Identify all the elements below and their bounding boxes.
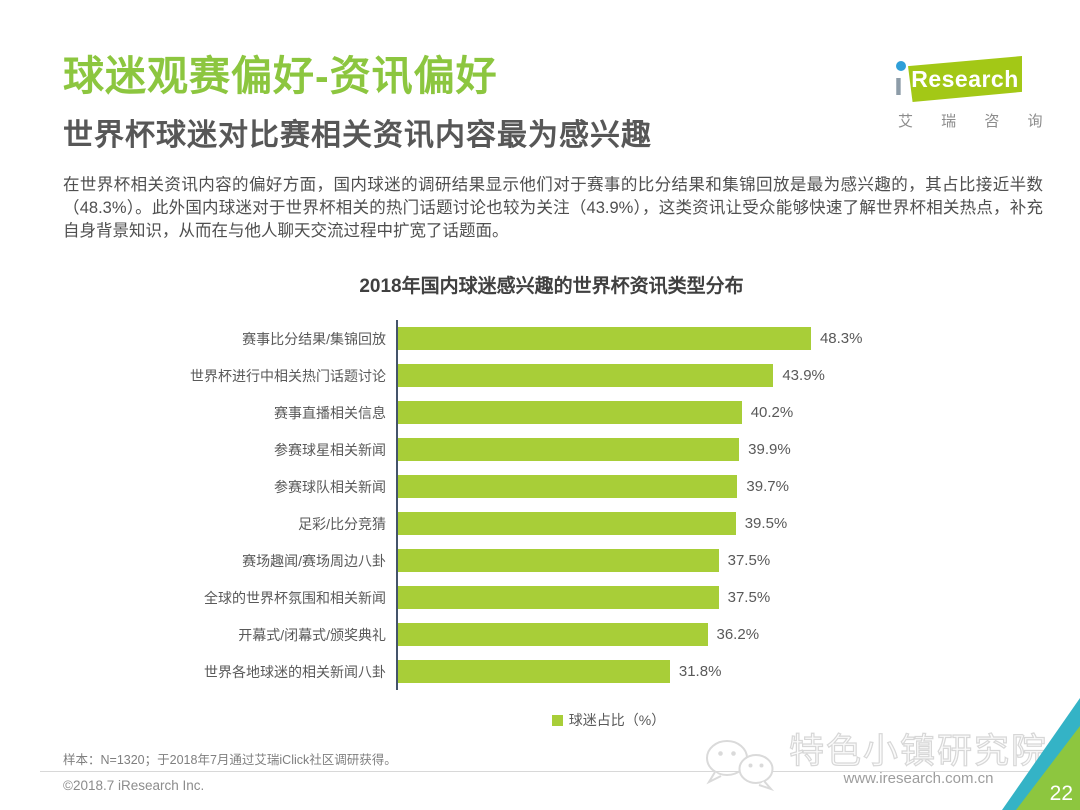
iresearch-logo: ı Research 艾 瑞 咨 询	[892, 56, 1055, 131]
body-paragraph: 在世界杯相关资讯内容的偏好方面，国内球迷的调研结果显示他们对于赛事的比分结果和集…	[63, 176, 1043, 240]
bar	[398, 623, 708, 646]
chart-row: 赛事比分结果/集锦回放 48.3%	[63, 320, 1040, 357]
category-label: 世界各地球迷的相关新闻八卦	[204, 663, 386, 680]
bar-track: 31.8%	[396, 653, 1040, 690]
section-subtitle: 世界杯球迷对比赛相关资讯内容最为感兴趣	[63, 119, 652, 152]
category-label: 参赛球队相关新闻	[274, 478, 386, 495]
footer-divider	[40, 771, 1080, 772]
bar-chart: 2018年国内球迷感兴趣的世界杯资讯类型分布 赛事比分结果/集锦回放 48.3% 世…	[63, 271, 1040, 730]
chart-row: 参赛球星相关新闻 39.9%	[63, 431, 1040, 468]
value-label: 48.3%	[819, 330, 863, 347]
value-label: 37.5%	[727, 552, 771, 569]
bar	[398, 586, 719, 609]
value-label: 43.9%	[782, 367, 825, 384]
chart-legend: 球迷占比（%）	[120, 710, 1080, 730]
logo-letter-i: ı	[894, 61, 906, 100]
chart-row: 世界各地球迷的相关新闻八卦 31.8%	[63, 653, 1040, 690]
category-label: 足彩/比分竞猜	[298, 515, 386, 532]
page-number: 22	[1049, 782, 1073, 805]
category-label: 世界杯进行中相关热门话题讨论	[190, 367, 386, 384]
logo-i-dot-icon	[896, 61, 906, 71]
bar	[398, 327, 811, 350]
website-url: www.iresearch.com.cn	[843, 770, 994, 787]
logo-brand-text: Research	[911, 65, 1019, 92]
watermark-text: 特色小镇研究院	[788, 732, 1048, 771]
chart-row: 赛事直播相关信息 40.2%	[63, 394, 1040, 431]
chart-row: 全球的世界杯氛围和相关新闻 37.5%	[63, 579, 1040, 616]
value-label: 31.8%	[678, 663, 722, 680]
chart-row: 开幕式/闭幕式/颁奖典礼 36.2%	[63, 616, 1040, 653]
category-label: 赛事直播相关信息	[274, 404, 386, 421]
value-label: 39.9%	[748, 441, 791, 458]
category-label: 开幕式/闭幕式/颁奖典礼	[238, 626, 386, 643]
wechat-icon	[705, 740, 775, 792]
page-title: 球迷观赛偏好-资讯偏好	[63, 53, 498, 99]
legend-label: 球迷占比（%）	[568, 712, 666, 728]
watermark: 特色小镇研究院 www.iresearch.com.cn	[703, 732, 1048, 793]
bar	[398, 512, 736, 535]
category-label: 全球的世界杯氛围和相关新闻	[204, 589, 386, 606]
bar	[398, 475, 738, 498]
chart-row: 参赛球队相关新闻 39.7%	[63, 468, 1040, 505]
category-label: 赛事比分结果/集锦回放	[242, 330, 386, 347]
value-label: 36.2%	[716, 626, 760, 643]
chart-plot-area: 赛事比分结果/集锦回放 48.3% 世界杯进行中相关热门话题讨论 43.9% 赛事直播相…	[63, 320, 1040, 690]
sample-note: 样本：N=1320；于2018年7月通过艾瑞iClick社区调研获得。	[63, 753, 397, 767]
value-label: 40.2%	[750, 404, 794, 421]
bar-track: 39.7%	[396, 468, 1040, 505]
bar	[398, 364, 774, 387]
bar-track: 37.5%	[396, 579, 1040, 616]
bar	[398, 438, 740, 461]
bar-track: 39.5%	[396, 505, 1040, 542]
chart-title: 2018年国内球迷感兴趣的世界杯资讯类型分布	[359, 276, 744, 297]
value-label: 37.5%	[727, 589, 771, 606]
logo-green-parallelogram: Research	[908, 56, 1022, 102]
bar	[398, 401, 742, 424]
category-label: 赛场趣闻/赛场周边八卦	[242, 552, 386, 569]
chart-row: 赛场趣闻/赛场周边八卦 37.5%	[63, 542, 1040, 579]
bar-track: 48.3%	[396, 320, 1040, 357]
bar-track: 43.9%	[396, 357, 1040, 394]
bar-track: 40.2%	[396, 394, 1040, 431]
bar-track: 39.9%	[396, 431, 1040, 468]
chart-row: 足彩/比分竞猜 39.5%	[63, 505, 1040, 542]
bar	[398, 660, 670, 683]
legend-swatch-icon	[551, 714, 563, 726]
logo-chinese-name: 艾 瑞 咨 询	[898, 113, 1055, 130]
category-label: 参赛球星相关新闻	[274, 441, 386, 458]
bar-track: 37.5%	[396, 542, 1040, 579]
chart-row: 世界杯进行中相关热门话题讨论 43.9%	[63, 357, 1040, 394]
value-label: 39.7%	[746, 478, 789, 495]
copyright-text: ©2018.7 iResearch Inc.	[63, 778, 205, 793]
bar-track: 36.2%	[396, 616, 1040, 653]
bar	[398, 549, 719, 572]
value-label: 39.5%	[744, 515, 788, 532]
